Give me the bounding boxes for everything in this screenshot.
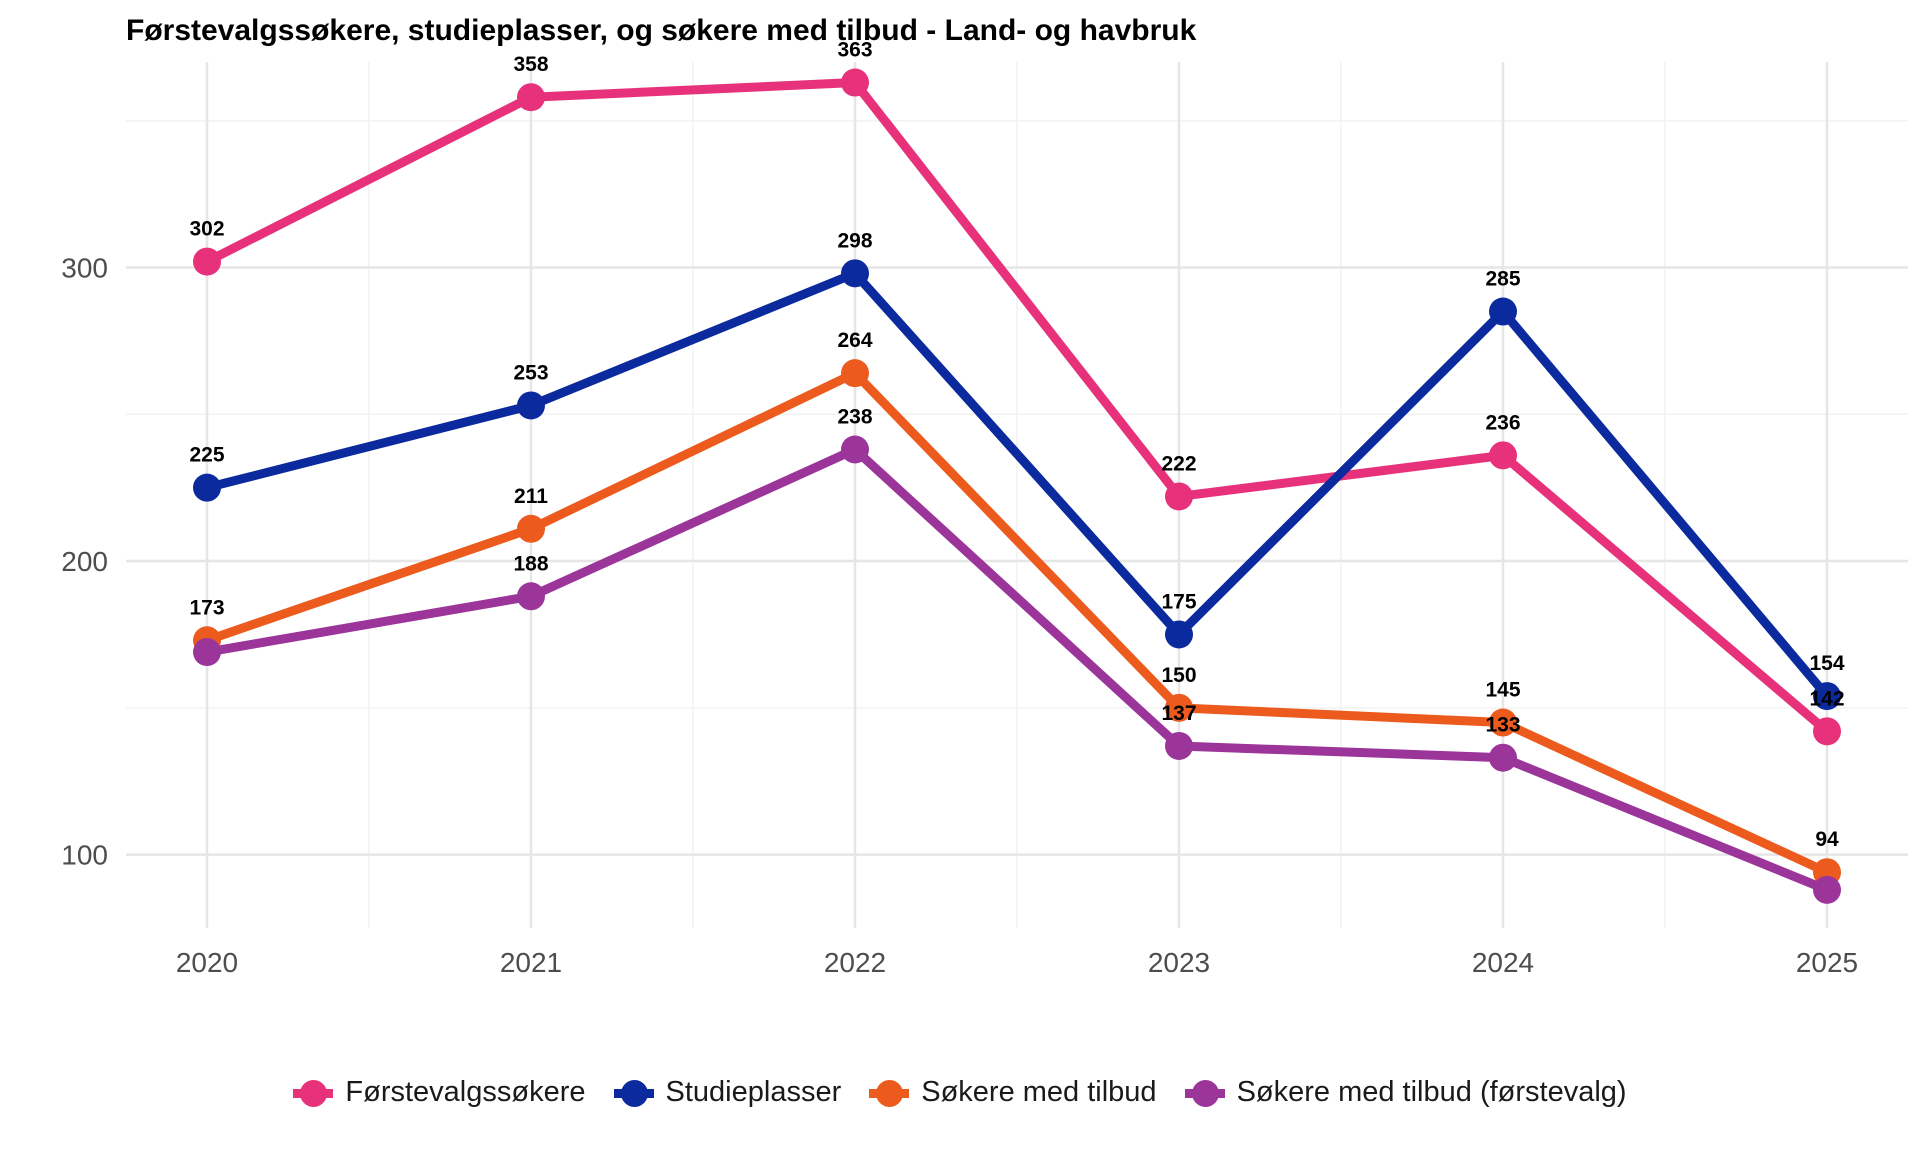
data-label: 236 xyxy=(1485,411,1520,434)
data-point xyxy=(193,247,221,276)
legend-item: Søkere med tilbud (førstevalg) xyxy=(1184,1076,1627,1109)
legend-label: Studieplasser xyxy=(665,1076,842,1108)
x-tick-label: 2022 xyxy=(824,947,886,978)
data-point xyxy=(193,638,221,667)
legend-label: Søkere med tilbud (førstevalg) xyxy=(1236,1076,1627,1108)
data-point xyxy=(1489,441,1517,470)
data-label: 142 xyxy=(1809,687,1844,710)
data-point xyxy=(517,582,545,611)
y-tick-label: 200 xyxy=(61,546,108,577)
data-label: 358 xyxy=(513,53,548,76)
data-label: 94 xyxy=(1815,828,1839,851)
data-label: 211 xyxy=(514,485,548,508)
data-label: 253 xyxy=(513,361,548,384)
data-point xyxy=(1165,482,1193,511)
series-lines xyxy=(193,68,1841,904)
legend-key-icon xyxy=(613,1079,654,1107)
data-point xyxy=(1165,731,1193,760)
data-label: 188 xyxy=(513,552,548,575)
x-tick-label: 2020 xyxy=(176,947,238,978)
data-point xyxy=(841,359,869,388)
x-tick-label: 2025 xyxy=(1796,947,1858,978)
data-point xyxy=(517,514,545,543)
data-label: 137 xyxy=(1161,702,1196,725)
axis-labels: 100 200 300 2020 2021 2022 2023 2024 2025 xyxy=(61,252,1858,978)
legend-item: Søkere med tilbud xyxy=(869,1076,1157,1109)
data-label: 154 xyxy=(1809,652,1844,675)
data-point xyxy=(1813,682,1841,711)
series-line xyxy=(202,368,1832,877)
data-label: 222 xyxy=(1161,452,1196,475)
legend-key-icon xyxy=(1184,1079,1225,1107)
y-tick-label: 100 xyxy=(61,840,108,871)
data-point xyxy=(1489,743,1517,772)
data-label: 133 xyxy=(1485,714,1520,737)
data-point xyxy=(1489,297,1517,326)
data-label: 173 xyxy=(189,596,224,619)
data-point xyxy=(841,68,869,97)
legend-key-icon xyxy=(869,1079,910,1107)
chart-title: Førstevalgssøkere, studieplasser, og søk… xyxy=(126,14,1197,47)
data-point xyxy=(841,259,869,288)
legend-item: Førstevalgssøkere xyxy=(293,1076,586,1109)
legend-label: Førstevalgssøkere xyxy=(345,1076,586,1108)
data-label: 363 xyxy=(837,39,872,62)
data-label: 150 xyxy=(1161,664,1196,687)
grid xyxy=(126,62,1908,928)
data-point xyxy=(1165,620,1193,649)
y-tick-label: 300 xyxy=(61,252,108,283)
data-label: 285 xyxy=(1485,268,1520,291)
data-point xyxy=(1813,717,1841,746)
x-tick-label: 2024 xyxy=(1472,947,1534,978)
series-line xyxy=(202,444,1832,895)
legend-item: Studieplasser xyxy=(613,1076,842,1109)
data-point xyxy=(193,473,221,502)
data-label: 225 xyxy=(189,444,224,467)
data-point xyxy=(517,391,545,420)
data-label: 175 xyxy=(1161,590,1196,613)
data-label: 238 xyxy=(837,405,872,428)
data-labels: 302 358 363 222 236 142 225 253 298 175 285 154 173 2… xyxy=(189,39,1844,852)
data-label: 302 xyxy=(189,218,224,241)
data-label: 264 xyxy=(837,329,872,352)
data-label: 298 xyxy=(837,229,872,252)
series-line xyxy=(202,78,1832,736)
data-point xyxy=(841,435,869,464)
legend: Førstevalgssøkere Studieplasser Søkere med… xyxy=(0,1076,1920,1109)
data-point xyxy=(1813,875,1841,904)
data-point xyxy=(517,83,545,112)
x-tick-label: 2023 xyxy=(1148,947,1210,978)
legend-label: Søkere med tilbud xyxy=(921,1076,1157,1108)
data-point xyxy=(1165,693,1193,722)
data-point xyxy=(1489,708,1517,737)
data-label: 145 xyxy=(1485,679,1520,702)
legend-key-icon xyxy=(293,1079,334,1107)
series-line xyxy=(202,268,1832,701)
x-tick-label: 2021 xyxy=(500,947,562,978)
